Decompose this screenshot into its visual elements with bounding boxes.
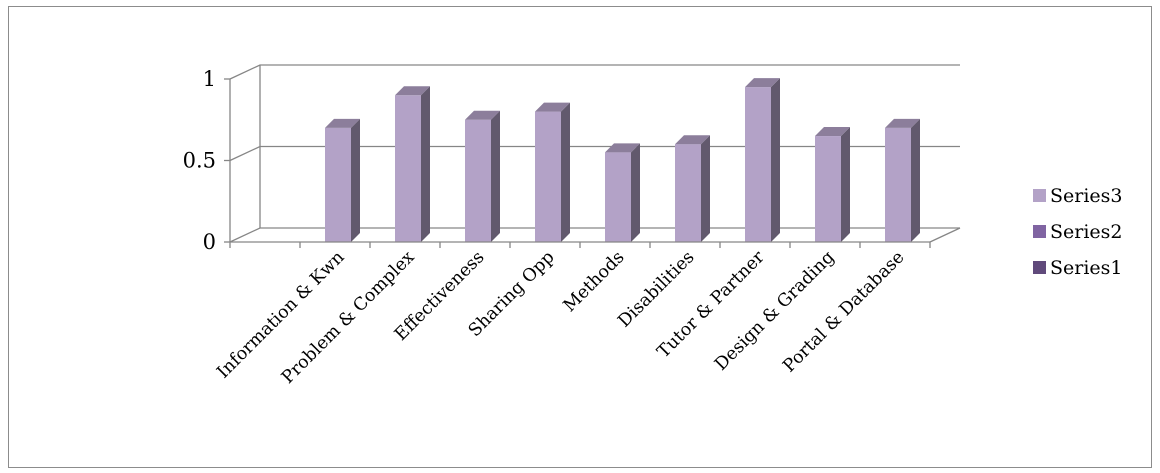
- bar-top: [675, 135, 710, 145]
- bar-top: [745, 78, 780, 88]
- bar-front: [325, 127, 351, 242]
- bar-front: [885, 127, 911, 242]
- bar-top: [885, 118, 920, 128]
- bar-side: [631, 143, 640, 242]
- bar-side: [701, 135, 710, 242]
- bar: [325, 118, 360, 242]
- gridlines: [224, 64, 960, 243]
- legend-swatch: [1033, 261, 1046, 274]
- legend-swatch: [1033, 189, 1046, 202]
- legend-item: Series1: [1033, 257, 1123, 279]
- y-axis-ticks: 00.51: [183, 67, 216, 254]
- bar-top: [605, 143, 640, 153]
- x-axis: [229, 227, 961, 248]
- bar-top: [325, 118, 360, 128]
- y-tick-label: 1: [203, 67, 216, 91]
- bar-side: [421, 86, 430, 242]
- bar: [605, 143, 640, 242]
- bar-top: [465, 110, 500, 120]
- bar: [535, 102, 570, 242]
- x-tick-label: Problem & Complex: [278, 247, 419, 388]
- legend-label: Series2: [1050, 221, 1123, 243]
- bar-side: [911, 118, 920, 242]
- legend-label: Series1: [1050, 257, 1123, 279]
- bar-side: [351, 118, 360, 242]
- bar: [395, 86, 430, 242]
- x-tick-label: Methods: [560, 247, 629, 316]
- legend-item: Series2: [1033, 221, 1123, 243]
- legend: Series3 Series2 Series1: [1033, 185, 1123, 279]
- gridline: [229, 64, 960, 80]
- gridline: [229, 145, 960, 162]
- bar-side: [841, 127, 850, 242]
- bar-top: [535, 102, 570, 112]
- bar-front: [815, 136, 841, 242]
- bar: [745, 78, 780, 243]
- x-tick-label: Design & Grading: [711, 247, 838, 374]
- bar-front: [465, 119, 491, 242]
- bar-top: [815, 127, 850, 137]
- bar: [885, 118, 920, 242]
- bar-side: [771, 78, 780, 243]
- legend-swatch: [1033, 225, 1046, 238]
- floor-right-edge: [929, 227, 961, 243]
- bar: [675, 135, 710, 242]
- bar-front: [745, 87, 771, 243]
- gridline: [229, 227, 960, 243]
- bar-side: [561, 102, 570, 242]
- x-tick-label: Portal & Database: [779, 247, 908, 376]
- bar-front: [605, 152, 631, 242]
- bar-side: [491, 110, 500, 242]
- legend-item: Series3: [1033, 185, 1123, 207]
- bar: [815, 127, 850, 242]
- y-tick-label: 0: [203, 230, 216, 254]
- y-tick-label: 0.5: [183, 149, 216, 173]
- bar: [465, 110, 500, 242]
- chart-frame: [8, 6, 1152, 468]
- bar-front: [675, 144, 701, 242]
- x-tick-label: Information & Kwn: [213, 247, 348, 382]
- bar-front: [395, 95, 421, 242]
- bar-top: [395, 86, 430, 96]
- legend-label: Series3: [1050, 185, 1123, 207]
- bar-front: [535, 111, 561, 242]
- bars: [325, 78, 920, 243]
